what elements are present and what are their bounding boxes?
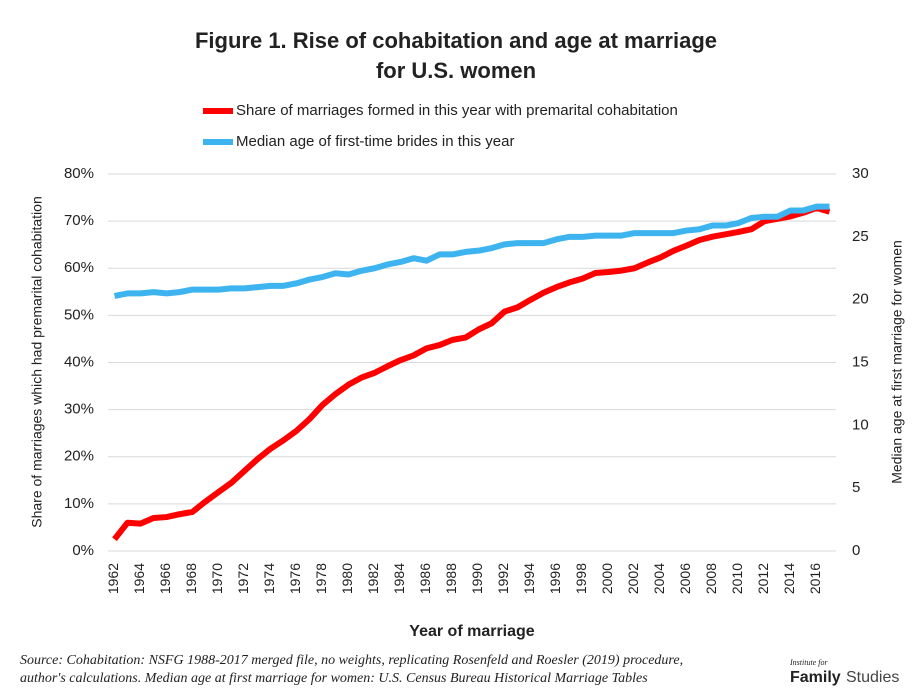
- logo-text: Institute for: [789, 658, 828, 667]
- source-note: Source: Cohabitation: NSFG 1988-2017 mer…: [20, 653, 683, 668]
- y-tick-label: 60%: [64, 259, 94, 276]
- x-axis-title: Year of marriage: [409, 623, 535, 640]
- x-tick-label: 1994: [521, 563, 537, 594]
- y-tick-label: 70%: [64, 212, 94, 229]
- y-axis-title: Share of marriages which had premarital …: [29, 196, 45, 528]
- x-tick-label: 1990: [469, 563, 485, 594]
- x-tick-label: 2014: [781, 563, 797, 594]
- x-tick-label: 2000: [599, 563, 615, 594]
- y-tick-label: 50%: [64, 306, 94, 323]
- x-tick-label: 1962: [105, 563, 121, 594]
- x-tick-label: 1970: [209, 563, 225, 594]
- x-tick-label: 2008: [703, 563, 719, 594]
- x-tick-label: 1996: [547, 563, 563, 594]
- legend-label: Share of marriages formed in this year w…: [236, 102, 678, 119]
- y2-tick-label: 0: [852, 542, 860, 559]
- x-tick-label: 1992: [495, 563, 511, 594]
- x-tick-label: 1986: [417, 563, 433, 594]
- x-tick-label: 1964: [131, 563, 147, 594]
- y2-tick-label: 5: [852, 479, 860, 496]
- x-tick-label: 2010: [729, 563, 745, 594]
- data-line: [113, 203, 830, 299]
- y2-tick-label: 20: [852, 291, 869, 308]
- x-tick-label: 1984: [391, 563, 407, 594]
- y-tick-label: 80%: [64, 165, 94, 182]
- y-tick-label: 20%: [64, 448, 94, 465]
- y2-tick-label: 10: [852, 416, 869, 433]
- source-note: author's calculations. Median age at fir…: [20, 671, 648, 686]
- logo-text: Studies: [846, 669, 899, 686]
- chart-title: for U.S. women: [376, 58, 536, 83]
- x-tick-label: 1976: [287, 563, 303, 594]
- x-tick-label: 1972: [235, 563, 251, 594]
- x-tick-label: 1982: [365, 563, 381, 594]
- x-tick-label: 2012: [755, 563, 771, 594]
- x-tick-label: 2006: [677, 563, 693, 594]
- y2-tick-label: 25: [852, 228, 869, 245]
- y2-tick-label: 30: [852, 165, 869, 182]
- x-tick-label: 1988: [443, 563, 459, 594]
- x-tick-label: 1998: [573, 563, 589, 594]
- y-tick-label: 30%: [64, 401, 94, 418]
- legend-label: Median age of first-time brides in this …: [236, 133, 514, 150]
- data-line: [112, 204, 831, 542]
- logo-text: Family: [790, 669, 841, 686]
- x-tick-label: 1980: [339, 563, 355, 594]
- y-tick-label: 10%: [64, 495, 94, 512]
- y-tick-label: 40%: [64, 353, 94, 370]
- y-tick-label: 0%: [72, 542, 94, 559]
- x-tick-label: 1974: [261, 563, 277, 594]
- x-tick-label: 1978: [313, 563, 329, 594]
- y2-tick-label: 15: [852, 353, 869, 370]
- x-tick-label: 1968: [183, 563, 199, 594]
- chart-title: Figure 1. Rise of cohabitation and age a…: [195, 28, 717, 53]
- x-tick-label: 1966: [157, 563, 173, 594]
- y2-axis-title: Median age at first marriage for women: [889, 240, 905, 484]
- x-tick-label: 2016: [807, 563, 823, 594]
- x-tick-label: 2004: [651, 563, 667, 594]
- x-tick-label: 2002: [625, 563, 641, 594]
